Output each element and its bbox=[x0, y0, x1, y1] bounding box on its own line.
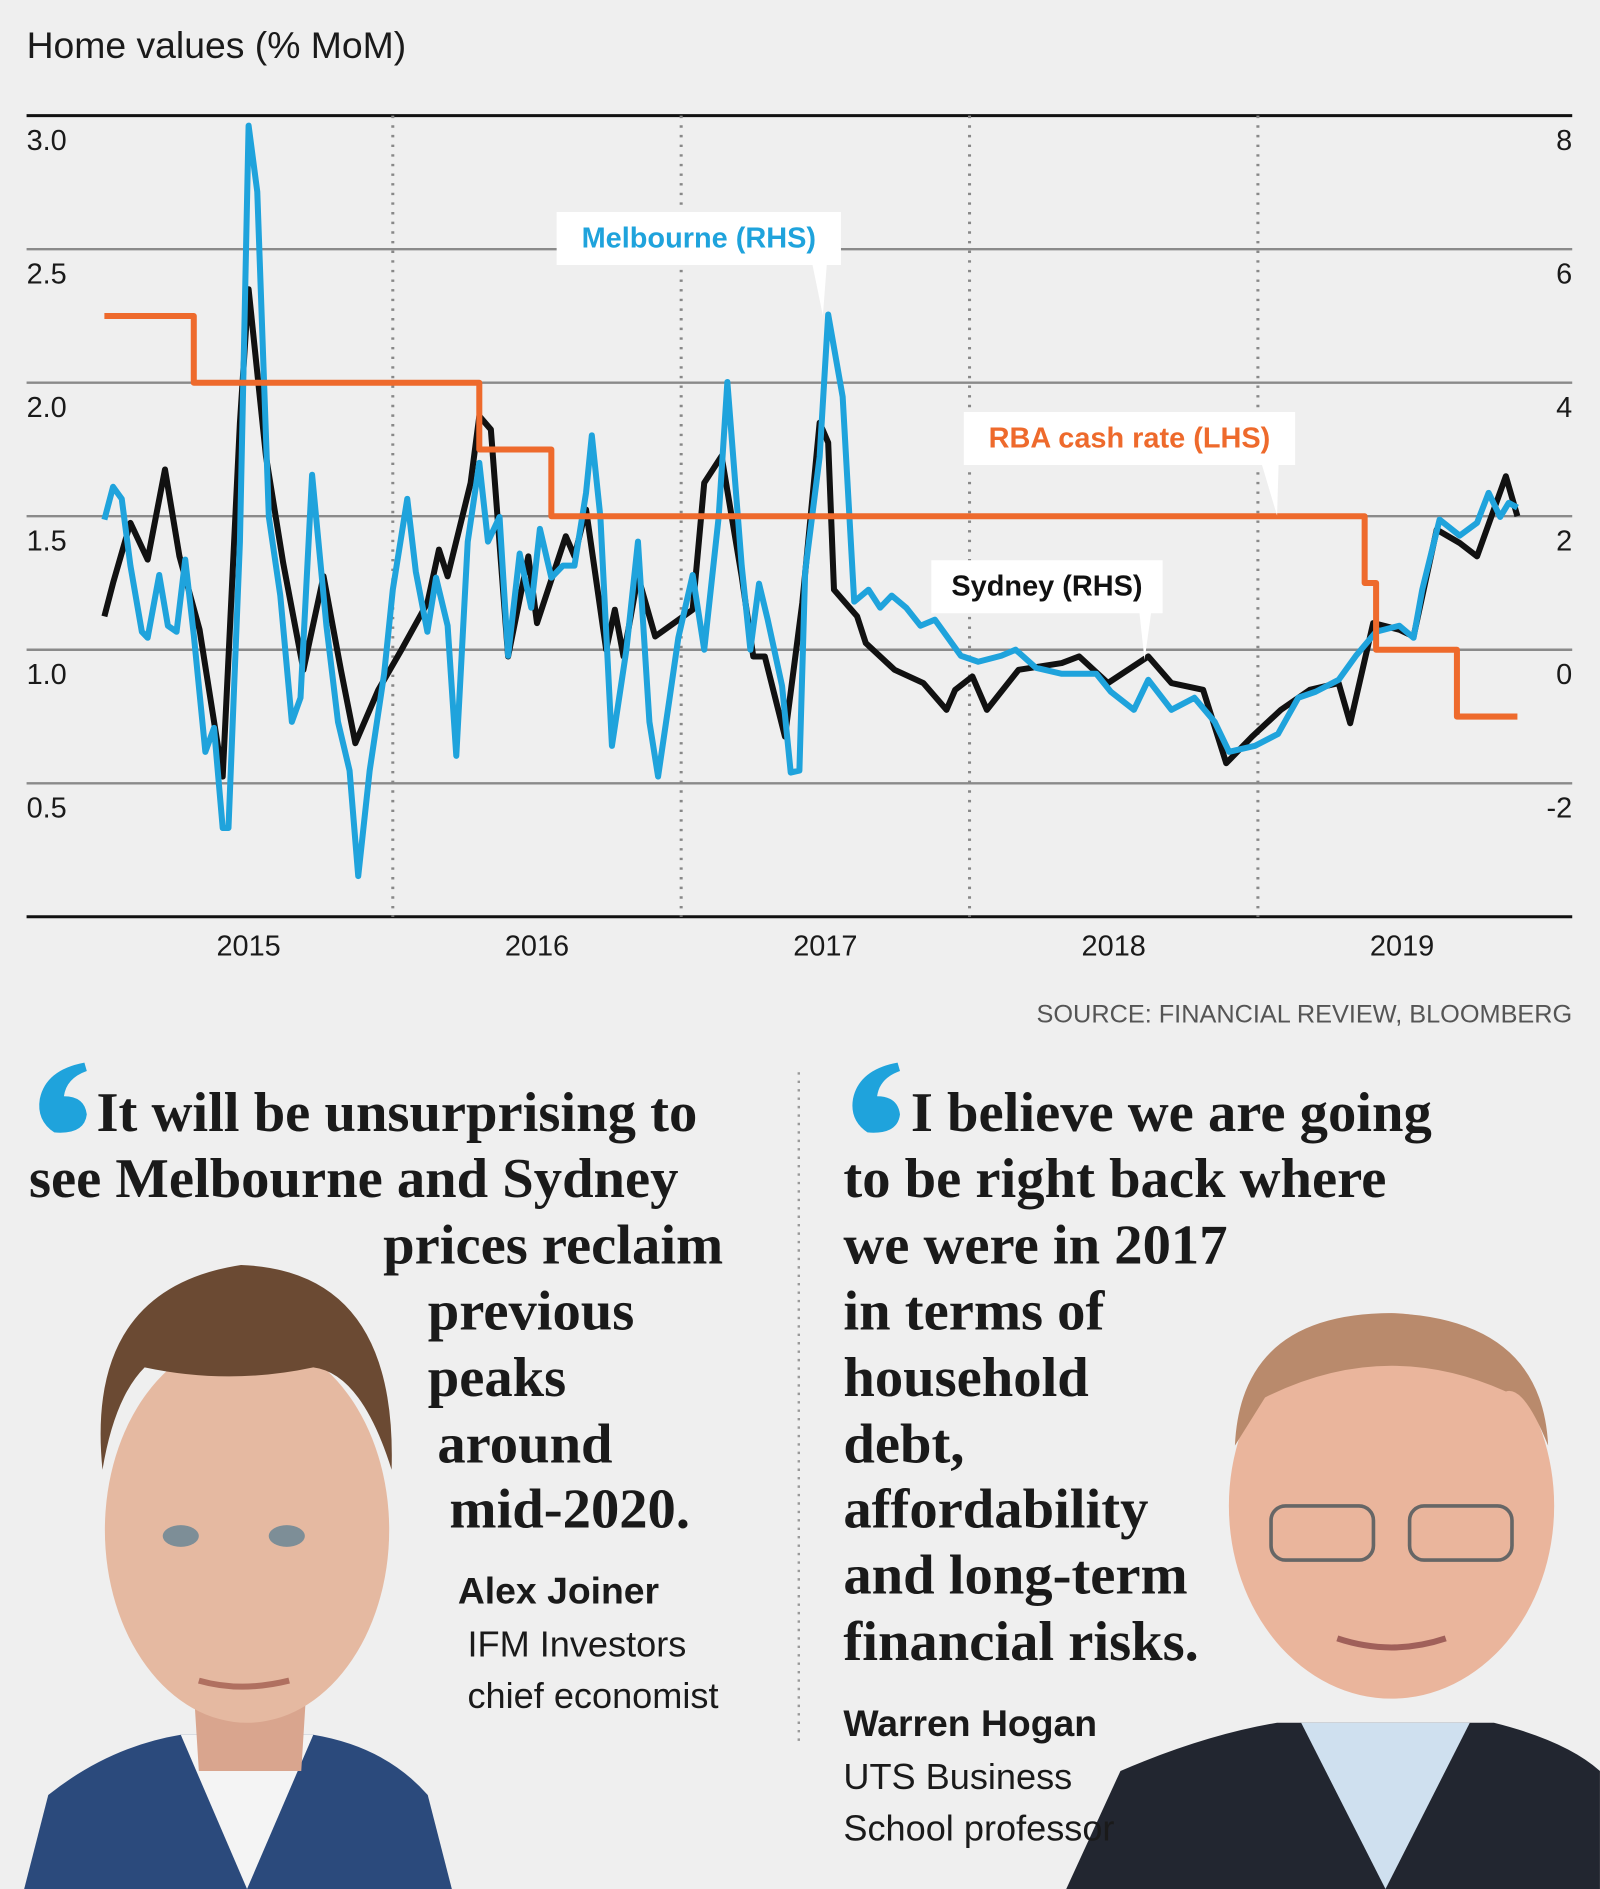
source: SOURCE: FINANCIAL REVIEW, BLOOMBERG bbox=[1037, 1000, 1573, 1028]
person-role: chief economist bbox=[467, 1675, 718, 1716]
quote-line: prices reclaim bbox=[383, 1214, 723, 1276]
x-tick-label: 2016 bbox=[505, 931, 569, 963]
series-label: Melbourne (RHS) bbox=[582, 222, 816, 254]
quote-line: debt, bbox=[843, 1413, 964, 1475]
quote-line: I believe we are going bbox=[911, 1082, 1432, 1144]
quote-mark bbox=[39, 1062, 87, 1133]
y-tick-label: 1.5 bbox=[27, 525, 67, 557]
person-role: UTS Business bbox=[843, 1756, 1072, 1797]
series-label: Sydney (RHS) bbox=[951, 571, 1142, 603]
x-tick-label: 2019 bbox=[1370, 931, 1434, 963]
quote-line: and long-term bbox=[843, 1545, 1187, 1607]
person-role: School professor bbox=[843, 1808, 1114, 1849]
series-line bbox=[104, 312, 1518, 720]
y-tick-label: 0.5 bbox=[27, 792, 67, 824]
x-tick-label: 2015 bbox=[216, 931, 280, 963]
series-label: RBA cash rate (LHS) bbox=[989, 422, 1271, 454]
portrait-left bbox=[24, 1264, 452, 1889]
quote-line: see Melbourne and Sydney bbox=[29, 1148, 678, 1210]
label-box bbox=[556, 212, 841, 316]
person-name: Warren Hogan bbox=[843, 1702, 1097, 1744]
portrait-right bbox=[1066, 1313, 1600, 1889]
quote-line: we were in 2017 bbox=[843, 1214, 1227, 1276]
quote-line: peaks bbox=[428, 1347, 566, 1409]
y2-tick-label: 2 bbox=[1556, 525, 1572, 557]
chart-title: Home values (% MoM) bbox=[27, 24, 407, 66]
x-tick-label: 2017 bbox=[793, 931, 857, 963]
y2-tick-label: 0 bbox=[1556, 659, 1572, 691]
y2-tick-label: 6 bbox=[1556, 258, 1572, 290]
y-tick-label: 3.0 bbox=[27, 125, 67, 157]
quote-line: affordability bbox=[843, 1478, 1148, 1540]
person-role: IFM Investors bbox=[467, 1623, 686, 1664]
y2-tick-label: -2 bbox=[1547, 792, 1573, 824]
y-tick-label: 2.0 bbox=[27, 392, 67, 424]
quote-line: previous bbox=[428, 1281, 635, 1343]
y2-tick-label: 8 bbox=[1556, 125, 1572, 157]
label-box bbox=[931, 560, 1163, 661]
y-tick-label: 2.5 bbox=[27, 258, 67, 290]
quote-line: in terms of bbox=[843, 1281, 1105, 1343]
series-line bbox=[101, 122, 1519, 880]
x-tick-label: 2018 bbox=[1082, 931, 1146, 963]
quote-line: It will be unsurprising to bbox=[96, 1082, 697, 1144]
quote-mark bbox=[852, 1062, 900, 1133]
quote-line: around bbox=[437, 1413, 612, 1475]
label-box bbox=[963, 412, 1296, 516]
quote-line: financial risks. bbox=[843, 1611, 1198, 1673]
y-tick-label: 1.0 bbox=[27, 659, 67, 691]
quote-line: to be right back where bbox=[843, 1148, 1386, 1210]
person-name: Alex Joiner bbox=[458, 1570, 659, 1612]
quote-line: mid-2020. bbox=[449, 1478, 690, 1540]
y2-tick-label: 4 bbox=[1556, 392, 1572, 424]
quote-line: household bbox=[843, 1347, 1088, 1409]
